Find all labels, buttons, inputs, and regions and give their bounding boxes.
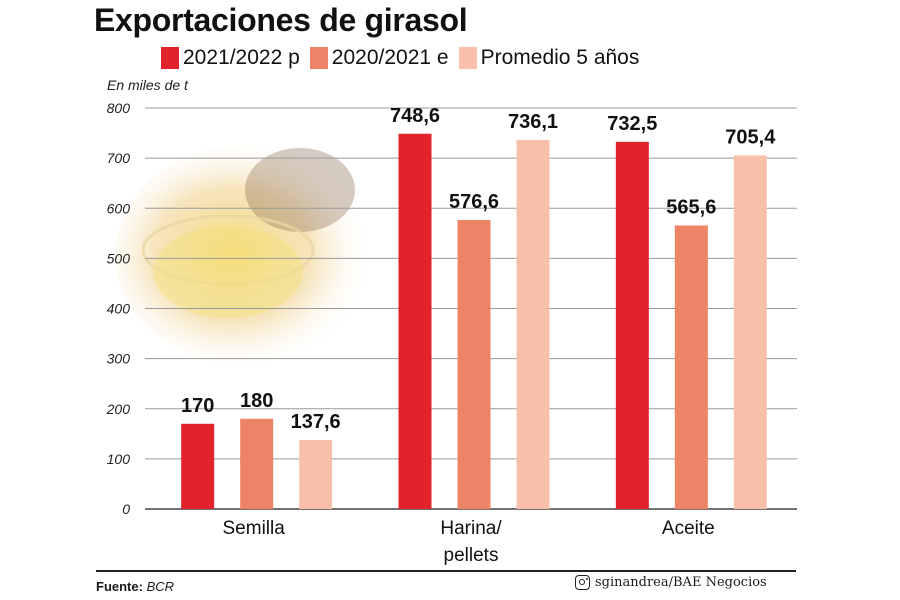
legend-label-promedio: Promedio 5 años [480, 46, 640, 69]
y-tick-label: 800 [107, 100, 131, 116]
legend-swatch-2020-2021 [309, 47, 328, 69]
bar-2020-2021-e-aceite [674, 225, 708, 510]
x-category-label: Aceite [662, 518, 715, 539]
bar-2020-2021-e-semilla [240, 418, 274, 509]
x-category-label: Semilla [223, 518, 286, 539]
data-label: 565,6 [666, 196, 716, 218]
legend-item-2021-2022: 2021/2022 p [161, 46, 300, 70]
data-label: 732,5 [607, 113, 657, 135]
y-tick-label: 400 [107, 301, 131, 317]
decorative-oil-bowl-image [115, 145, 375, 365]
bar-2021-2022-p-semilla [181, 423, 215, 509]
legend-item-2020-2021: 2020/2021 e [309, 46, 449, 70]
bar-2020-2021-e-harina-pellets [457, 219, 491, 509]
y-tick-label: 600 [107, 200, 131, 216]
source-note: Fuente: BCR [96, 579, 174, 594]
data-label: 748,6 [390, 105, 440, 127]
y-tick-label: 700 [107, 150, 131, 166]
chart-title: Exportaciones de girasol [94, 2, 468, 38]
footer-divider [96, 570, 796, 572]
y-tick-label: 100 [107, 451, 131, 467]
legend-swatch-2021-2022 [161, 47, 179, 69]
source-value: BCR [146, 579, 175, 594]
source-label: Fuente: [96, 579, 143, 594]
bar-2021-2022-p-harina-pellets [398, 133, 432, 509]
bar-promedio-5-anos-aceite [733, 155, 767, 509]
bar-promedio-5-anos-semilla [299, 440, 333, 509]
instagram-icon [575, 575, 590, 590]
data-label: 736,1 [508, 111, 558, 133]
data-label: 137,6 [291, 411, 341, 433]
credit-text: sginandrea/BAE Negocios [595, 575, 767, 590]
y-tick-label: 300 [107, 351, 131, 367]
x-category-label: Harina/ [440, 518, 502, 539]
legend-item-promedio: Promedio 5 años [458, 46, 640, 70]
data-label: 576,6 [449, 191, 499, 213]
legend-label-2020-2021: 2020/2021 e [331, 46, 449, 69]
data-label: 180 [240, 390, 273, 412]
y-axis-unit-label: En miles de t [107, 77, 188, 93]
y-tick-label: 200 [106, 401, 131, 417]
bar-promedio-5-anos-harina-pellets [516, 140, 550, 509]
data-label: 170 [181, 395, 214, 417]
legend-label-2021-2022: 2021/2022 p [183, 46, 300, 69]
chart-legend: 2021/2022 p 2020/2021 e Promedio 5 años [161, 46, 639, 70]
data-label: 705,4 [725, 126, 776, 148]
y-tick-label: 500 [107, 250, 131, 266]
legend-swatch-promedio [458, 47, 477, 69]
y-tick-label: 0 [122, 501, 130, 517]
x-category-label: pellets [444, 545, 499, 566]
credit-note: sginandrea/BAE Negocios [575, 575, 767, 590]
bar-2021-2022-p-aceite [615, 141, 649, 509]
